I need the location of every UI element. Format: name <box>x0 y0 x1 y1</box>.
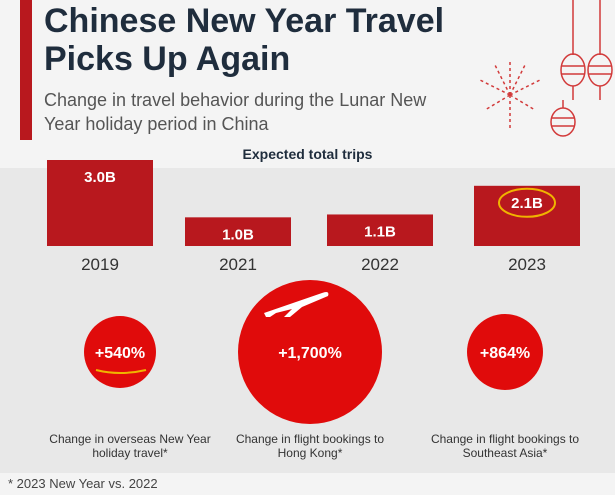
bubble-0 <box>84 316 156 388</box>
bar-value-label: 1.1B <box>364 223 396 240</box>
page-title: Chinese New Year Travel Picks Up Again <box>44 2 445 78</box>
bubble-row: +540% +1,700% +864% <box>84 280 543 424</box>
page-subtitle: Change in travel behavior during the Lun… <box>44 90 427 134</box>
chart-title: Expected total trips <box>242 146 373 162</box>
lantern-icon <box>550 0 613 137</box>
caption-overseas: Change in overseas New Year holiday trav… <box>49 432 211 460</box>
bubble-value-label: +864% <box>480 345 530 362</box>
bar-2019 <box>47 160 153 246</box>
bar-value-label: 3.0B <box>84 169 116 186</box>
year-label: 2022 <box>361 255 399 274</box>
bubble-value-label: +1,700% <box>278 345 342 362</box>
title-accent-bar <box>20 0 32 140</box>
annotation-underline <box>95 369 147 374</box>
bubble-value-label: +540% <box>95 345 145 362</box>
airplane-icon <box>264 292 329 317</box>
bar-value-label: 1.0B <box>222 226 254 243</box>
highlight-circle <box>498 187 556 218</box>
bar-value-label: 2.1B <box>511 195 543 212</box>
firework-icon <box>479 60 541 130</box>
year-label: 2021 <box>219 255 257 274</box>
bubble-2 <box>467 314 543 390</box>
lantern-decoration <box>479 0 613 137</box>
bar-2022 <box>327 214 433 246</box>
bubble-1 <box>238 280 382 424</box>
year-label: 2019 <box>81 255 119 274</box>
caption-southeast-asia: Change in flight bookings to Southeast A… <box>430 432 580 460</box>
footnote: * 2023 New Year vs. 2022 <box>8 476 158 491</box>
year-label: 2023 <box>508 255 546 274</box>
trips-bar-chart: 3.0B 2019 1.0B 2021 1.1B 2022 2.1B 2023 <box>47 160 580 274</box>
caption-hong-kong: Change in flight bookings to Hong Kong* <box>235 432 385 460</box>
bar-2021 <box>185 217 291 246</box>
